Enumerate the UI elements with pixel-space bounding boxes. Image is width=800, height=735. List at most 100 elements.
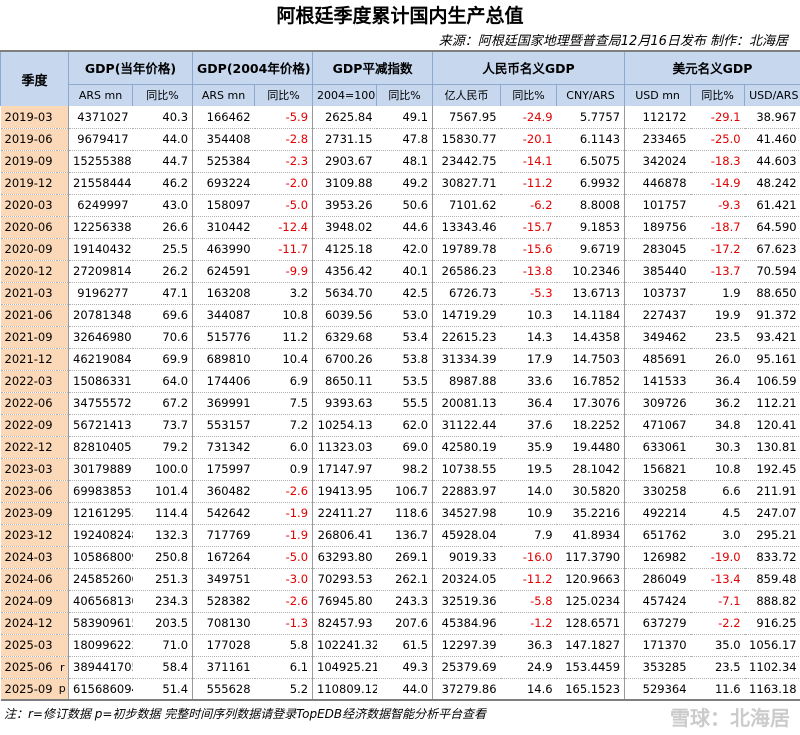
- value-cell: 1102.34: [744, 656, 800, 679]
- value-cell: 19.5: [500, 458, 557, 481]
- value-cell: 34.8: [690, 414, 745, 437]
- value-cell: 118.6: [376, 502, 433, 525]
- value-cell: 41.8934: [556, 524, 625, 547]
- column-header: USD/ARS: [744, 84, 800, 106]
- value-cell: 70293.53: [312, 568, 377, 591]
- flag-cell: [56, 414, 70, 437]
- value-cell: 615686094: [68, 678, 133, 701]
- group-header: GDP(当年价格): [68, 52, 194, 85]
- value-cell: 354408: [192, 128, 255, 151]
- footnote: 注：r=修订数据 p=初步数据 完整时间序列数据请登录TopEDB经济数据智能分…: [4, 707, 487, 721]
- value-cell: 4.5: [690, 502, 745, 525]
- value-cell: 16.7852: [556, 370, 625, 393]
- value-cell: 4371027: [68, 106, 133, 129]
- value-cell: 485691: [624, 348, 691, 371]
- value-cell: 833.72: [744, 546, 800, 569]
- value-cell: 27209814: [68, 260, 133, 283]
- value-cell: 114.4: [132, 502, 193, 525]
- flag-cell: [56, 392, 70, 415]
- data-row: 2020-03 6249997 43.0 158097 -5.0 3953.26 50.6 7…: [0, 194, 800, 217]
- value-cell: 211.91: [744, 480, 800, 503]
- value-cell: 22615.23: [432, 326, 501, 349]
- value-cell: 20781348: [68, 304, 133, 327]
- value-cell: 12297.39: [432, 634, 501, 657]
- value-cell: 132.3: [132, 524, 193, 547]
- flag-cell: p: [56, 678, 70, 701]
- value-cell: 30827.71: [432, 172, 501, 195]
- data-row: 2024-06 245852606 251.3 349751 -3.0 70293.53 2…: [0, 568, 800, 591]
- value-cell: 64.0: [132, 370, 193, 393]
- value-cell: 36.4: [500, 392, 557, 415]
- value-cell: 36.4: [690, 370, 745, 393]
- value-cell: 93.421: [744, 326, 800, 349]
- period-cell: 2024-12: [0, 612, 57, 635]
- value-cell: 45928.04: [432, 524, 501, 547]
- value-cell: 6.1: [254, 656, 313, 679]
- value-cell: -1.3: [254, 612, 313, 635]
- value-cell: 3.2: [254, 282, 313, 305]
- value-cell: 55.5: [376, 392, 433, 415]
- value-cell: 471067: [624, 414, 691, 437]
- value-cell: 95.161: [744, 348, 800, 371]
- value-cell: 8.8008: [556, 194, 625, 217]
- value-cell: -13.7: [690, 260, 745, 283]
- value-cell: 106.59: [744, 370, 800, 393]
- value-cell: 10.8: [254, 304, 313, 327]
- value-cell: 7.9: [500, 524, 557, 547]
- value-cell: 35.2216: [556, 502, 625, 525]
- value-cell: 112.21: [744, 392, 800, 415]
- period-cell: 2021-06: [0, 304, 57, 327]
- value-cell: 136.7: [376, 524, 433, 547]
- data-row: 2019-06 9679417 44.0 354408 -2.8 2731.15 47.8 1…: [0, 128, 800, 151]
- value-cell: 6329.68: [312, 326, 377, 349]
- value-cell: 31122.44: [432, 414, 501, 437]
- data-row: 2024-12 583909615 203.5 708130 -1.3 82457.93 2…: [0, 612, 800, 635]
- data-row: 2025-03 180996223 71.0 177028 5.8 102241.32 61…: [0, 634, 800, 657]
- value-cell: -16.0: [500, 546, 557, 569]
- flag-cell: [56, 568, 70, 591]
- value-cell: 70.594: [744, 260, 800, 283]
- value-cell: 35.0: [690, 634, 745, 657]
- value-cell: -5.3: [500, 282, 557, 305]
- value-cell: 63293.80: [312, 546, 377, 569]
- value-cell: -13.4: [690, 568, 745, 591]
- value-cell: 555628: [192, 678, 255, 701]
- value-cell: 3.0: [690, 524, 745, 547]
- value-cell: 553157: [192, 414, 255, 437]
- period-header: 季度: [0, 52, 70, 106]
- value-cell: 71.0: [132, 634, 193, 657]
- value-cell: 125.0234: [556, 590, 625, 613]
- value-cell: 633061: [624, 436, 691, 459]
- title: 阿根廷季度累计国内生产总值: [276, 5, 524, 27]
- value-cell: 141533: [624, 370, 691, 393]
- data-row: 2023-06 69983853 101.4 360482 -2.6 19413.95 10…: [0, 480, 800, 503]
- value-cell: 42.0: [376, 238, 433, 261]
- value-cell: 385440: [624, 260, 691, 283]
- value-cell: -11.2: [500, 172, 557, 195]
- value-cell: 14.1184: [556, 304, 625, 327]
- value-cell: -1.2: [500, 612, 557, 635]
- value-cell: 5.2: [254, 678, 313, 701]
- data-row: 2022-03 15086331 64.0 174406 6.9 8650.11 53.5 8…: [0, 370, 800, 393]
- period-cell: 2022-12: [0, 436, 57, 459]
- value-cell: 34755572: [68, 392, 133, 415]
- value-cell: -3.0: [254, 568, 313, 591]
- value-cell: 98.2: [376, 458, 433, 481]
- data-row: 2023-12 192408248 132.3 717769 -1.9 26806.41 1…: [0, 524, 800, 547]
- value-cell: 349462: [624, 326, 691, 349]
- data-row: 2019-09 15255388 44.7 525384 -2.3 2903.67 48.1…: [0, 150, 800, 173]
- value-cell: 53.4: [376, 326, 433, 349]
- data-row: 2022-06 34755572 67.2 369991 7.5 9393.63 55.5 2…: [0, 392, 800, 415]
- group-header: 美元名义GDP: [624, 52, 800, 85]
- value-cell: 19413.95: [312, 480, 377, 503]
- value-cell: 62.0: [376, 414, 433, 437]
- value-cell: 46219084: [68, 348, 133, 371]
- flag-cell: [56, 260, 70, 283]
- value-cell: -11.7: [254, 238, 313, 261]
- value-cell: 47.8: [376, 128, 433, 151]
- value-cell: 33.6: [500, 370, 557, 393]
- value-cell: 651762: [624, 524, 691, 547]
- period-cell: 2022-06: [0, 392, 57, 415]
- flag-cell: [56, 238, 70, 261]
